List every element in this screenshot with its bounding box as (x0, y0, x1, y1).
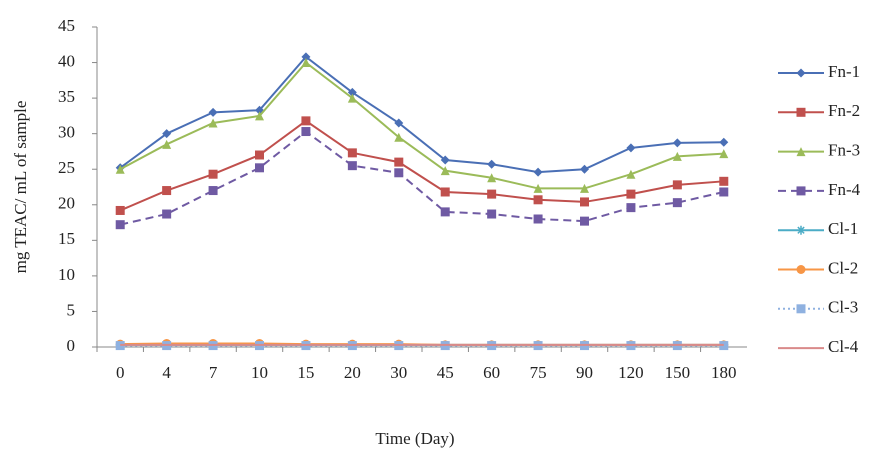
marker (441, 187, 450, 196)
marker (580, 217, 589, 226)
marker (255, 163, 264, 172)
y-tick-label: 45 (58, 16, 75, 35)
y-tick-label: 25 (58, 158, 75, 177)
legend-label: Cl-2 (828, 258, 858, 277)
legend-label: Cl-4 (828, 337, 859, 356)
y-axis-label: mg TEAC/ mL of sample (11, 101, 30, 274)
page: {"chart_data":{"type":"line","y_label":"… (0, 0, 885, 468)
x-tick-label: 75 (530, 363, 547, 382)
marker (348, 161, 357, 170)
marker (626, 190, 635, 199)
marker (673, 198, 682, 207)
legend-label: Fn-1 (828, 62, 860, 81)
marker (394, 168, 403, 177)
marker (719, 177, 728, 186)
marker (580, 197, 589, 206)
x-tick-label: 120 (618, 363, 644, 382)
marker (209, 186, 218, 195)
x-tick-label: 10 (251, 363, 268, 382)
marker (348, 148, 357, 157)
y-tick-label: 40 (58, 51, 75, 70)
marker (797, 108, 806, 117)
y-tick-label: 5 (67, 300, 76, 319)
marker (394, 158, 403, 167)
marker (673, 180, 682, 189)
marker (797, 265, 806, 274)
marker (797, 226, 806, 235)
legend-label: Fn-4 (828, 180, 861, 199)
x-tick-label: 0 (116, 363, 125, 382)
marker (719, 138, 728, 147)
marker (301, 127, 310, 136)
legend-label: Cl-3 (828, 298, 858, 317)
x-tick-label: 15 (297, 363, 314, 382)
x-tick-label: 7 (209, 363, 218, 382)
marker (209, 108, 218, 117)
marker (626, 203, 635, 212)
legend-label: Cl-1 (828, 219, 858, 238)
marker (116, 220, 125, 229)
chart: Time (Day) mg TEAC/ mL of sample 0 5 10 15 2… (0, 0, 885, 463)
y-tick-label: 10 (58, 265, 75, 284)
x-tick-label: 20 (344, 363, 361, 382)
marker (487, 210, 496, 219)
y-tick-label: 20 (58, 194, 75, 213)
marker (534, 168, 543, 177)
x-tick-label: 30 (390, 363, 407, 382)
x-tick-label: 60 (483, 363, 500, 382)
marker (719, 187, 728, 196)
x-tick-label: 150 (665, 363, 691, 382)
marker (534, 195, 543, 204)
y-tick-label: 15 (58, 229, 75, 248)
marker (487, 160, 496, 169)
marker (301, 116, 310, 125)
legend-label: Fn-2 (828, 101, 860, 120)
marker (209, 170, 218, 179)
marker (487, 190, 496, 199)
y-tick-label: 35 (58, 87, 75, 106)
x-axis-label: Time (Day) (375, 429, 454, 448)
y-tick-label: 30 (58, 123, 75, 142)
marker (797, 69, 806, 78)
marker (255, 151, 264, 160)
marker (162, 186, 171, 195)
marker (162, 140, 171, 149)
marker (441, 207, 450, 216)
x-tick-label: 45 (437, 363, 454, 382)
x-tick-label: 180 (711, 363, 737, 382)
marker (534, 215, 543, 224)
marker (797, 186, 806, 195)
marker (673, 138, 682, 147)
marker (162, 210, 171, 219)
marker (626, 143, 635, 152)
x-tick-label: 90 (576, 363, 593, 382)
y-tick-label: 0 (67, 336, 76, 355)
legend-label: Fn-3 (828, 141, 860, 160)
marker (580, 165, 589, 174)
marker (116, 206, 125, 215)
marker (797, 304, 806, 313)
x-tick-label: 4 (162, 363, 171, 382)
